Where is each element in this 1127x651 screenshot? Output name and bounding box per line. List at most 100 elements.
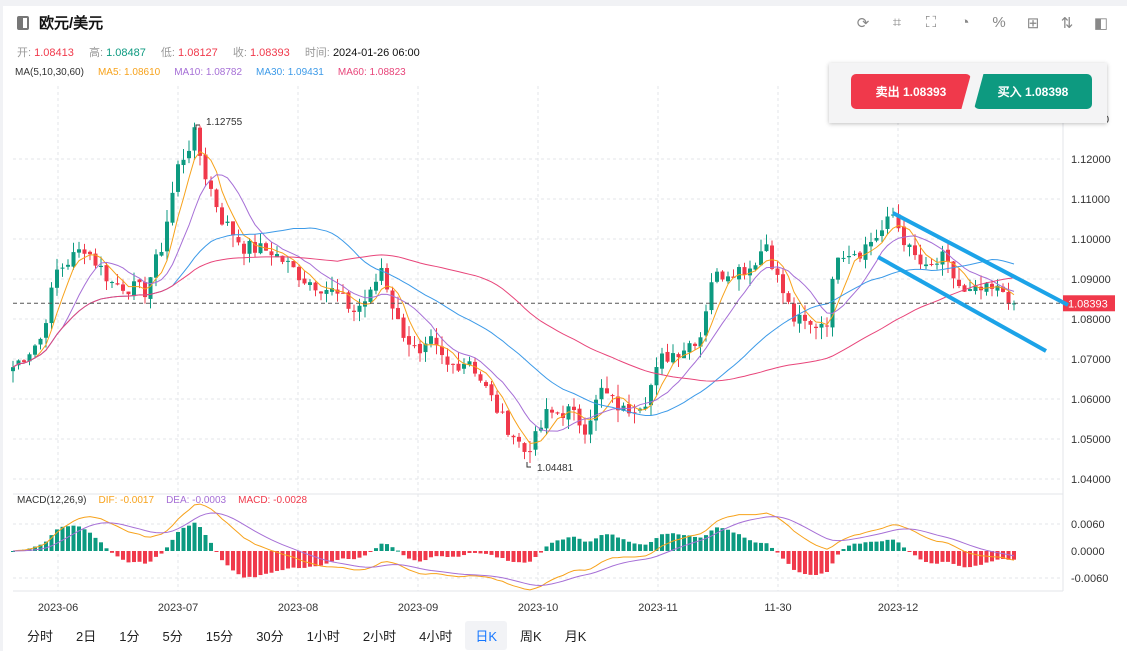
macd-bar: [357, 551, 362, 558]
macd-bar: [1006, 551, 1011, 560]
macd-bar: [594, 538, 598, 551]
candle: [60, 267, 65, 269]
macd-bar: [792, 551, 796, 570]
macd-bar: [214, 551, 219, 552]
macd-bar: [346, 551, 351, 560]
candle: [572, 406, 576, 410]
candle: [423, 343, 428, 353]
candle: [770, 245, 774, 269]
macd-bar: [319, 551, 323, 566]
period-tab[interactable]: 4小时: [419, 629, 453, 644]
period-tab[interactable]: 1小时: [306, 629, 340, 644]
y-tick-label: 1.09000: [1071, 274, 1111, 286]
macd-bar: [280, 551, 285, 571]
candle: [88, 251, 92, 255]
candle: [280, 255, 285, 262]
macd-bar: [632, 543, 637, 551]
candle: [847, 256, 851, 258]
candle: [726, 276, 730, 282]
panel-icon[interactable]: ◧: [1093, 15, 1109, 32]
time-label: 时间:: [304, 47, 330, 59]
candle: [401, 317, 406, 338]
macd-bar: [984, 551, 989, 563]
candle: [792, 303, 796, 322]
macd-bar: [308, 551, 312, 567]
ma-legend: MA(5,10,30,60) MA5: 1.08610 MA10: 1.0878…: [15, 67, 406, 78]
macd-bar: [654, 538, 659, 551]
macd-bar: [198, 527, 202, 551]
buy-button[interactable]: 买入 1.08398: [974, 74, 1092, 109]
sidebar-toggle-icon[interactable]: [17, 15, 29, 30]
period-tab[interactable]: 1分: [119, 629, 140, 644]
macd-bar: [621, 539, 626, 551]
period-tab[interactable]: 2日: [76, 629, 97, 644]
macd-bar: [467, 551, 472, 554]
y-tick-label: 1.11000: [1071, 194, 1110, 206]
macd-bar: [269, 551, 274, 573]
candle: [698, 337, 703, 347]
macd-bar: [88, 532, 92, 551]
period-tab[interactable]: 分时: [27, 629, 54, 644]
candle: [297, 267, 301, 281]
macd-bar: [720, 528, 725, 551]
y-tick-label: 1.06000: [1071, 394, 1111, 406]
pie-chart-icon[interactable]: ◔: [960, 14, 970, 31]
macd-bar: [352, 551, 356, 560]
grid-icon[interactable]: ⊞: [1026, 15, 1040, 32]
macd-bar: [33, 546, 37, 551]
candle: [203, 154, 208, 180]
macd-bar: [253, 551, 257, 578]
candle: [374, 281, 378, 291]
period-tab[interactable]: 周K: [520, 629, 542, 644]
indicator-icon[interactable]: ⛶: [925, 14, 937, 31]
sell-button[interactable]: 卖出 1.08393: [851, 74, 971, 109]
dif-line: [12, 503, 1015, 591]
candle: [440, 346, 444, 356]
macd-bar: [726, 529, 730, 551]
period-tab[interactable]: 月K: [564, 629, 587, 644]
percent-icon[interactable]: %: [992, 14, 1006, 31]
period-tab[interactable]: 2小时: [362, 629, 397, 644]
macd-bar: [605, 534, 609, 551]
candle: [27, 354, 32, 362]
refresh-icon[interactable]: ⟳: [856, 15, 870, 32]
ma10-value: MA10: 1.08782: [174, 67, 243, 78]
candle: [456, 363, 461, 371]
price-chart[interactable]: 2023-06 2023-07 2023-08 2023-09 2023-10 2023-…: [3, 6, 1127, 651]
candle: [555, 412, 560, 414]
toolbar: ⟳ ⌗ ⛶ ◔ % ⊞ ⇅ ◧: [855, 14, 1109, 32]
candle: [913, 245, 917, 256]
period-tab[interactable]: 5分: [162, 629, 183, 644]
macd-bar: [187, 525, 191, 551]
candle: [66, 264, 70, 267]
candle: [594, 399, 598, 421]
ma5-value: MA5: 1.08610: [97, 67, 161, 78]
macd-bar: [946, 551, 950, 562]
period-tab[interactable]: 15分: [205, 629, 234, 644]
candle: [693, 343, 697, 346]
ma-label: MA(5,10,30,60): [15, 67, 84, 78]
macd-bar: [473, 551, 477, 553]
candle: [346, 292, 351, 309]
candle: [968, 289, 972, 291]
macd-bar: [330, 551, 334, 562]
candle: [825, 325, 829, 327]
candle: [429, 336, 433, 344]
macd-bar: [555, 540, 560, 551]
candle: [676, 354, 681, 358]
channel-lower-line: [877, 255, 1047, 353]
period-tab[interactable]: 日K: [465, 621, 508, 650]
ma10-line: [12, 174, 1015, 432]
macd-bar: [561, 539, 565, 551]
candle: [308, 282, 312, 285]
macd-label: MACD(12,26,9): [17, 495, 87, 506]
draw-icon[interactable]: ⌗: [892, 14, 902, 31]
close-label: 收:: [232, 47, 247, 59]
open-value: 1.08413: [34, 47, 74, 59]
candle: [682, 350, 686, 359]
sort-icon[interactable]: ⇅: [1060, 15, 1074, 32]
period-tab[interactable]: 30分: [256, 629, 284, 644]
macd-bar: [236, 551, 241, 575]
candle: [599, 387, 604, 400]
macd-bar: [940, 551, 945, 562]
